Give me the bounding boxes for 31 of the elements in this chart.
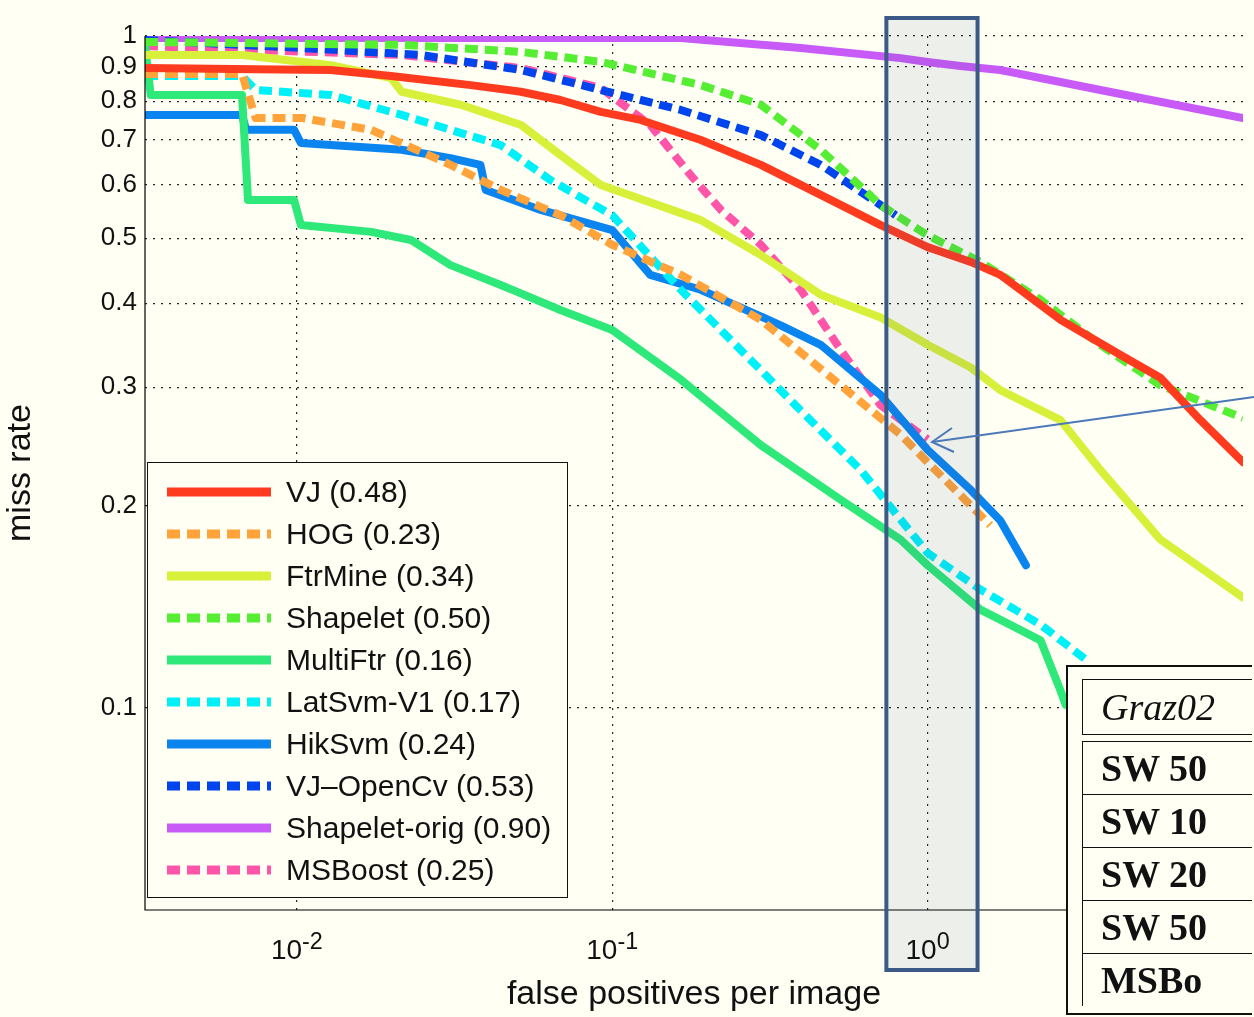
- x-tick-label: 10$^{0}$: [904, 928, 951, 967]
- y-tick-label: 0.8: [100, 84, 137, 115]
- legend-label: MultiFtr (0.16): [286, 643, 473, 677]
- x-tick-label: 10$^{-1}$: [585, 928, 640, 967]
- legend-label: MSBoost (0.25): [286, 853, 495, 887]
- y-tick-label: 0.1: [100, 690, 137, 721]
- y-tick-label: 0.2: [100, 488, 137, 519]
- y-tick-label: 1: [122, 19, 137, 50]
- y-tick-label: 0.6: [100, 168, 137, 199]
- y-tick-label: 0.3: [100, 370, 137, 401]
- annotation: Graz02: [1082, 679, 1252, 735]
- legend-label: FtrMine (0.34): [286, 559, 475, 593]
- y-axis-title: miss rate: [0, 404, 37, 542]
- legend-label: VJ–OpenCv (0.53): [286, 769, 535, 803]
- annotation: SW 50: [1082, 900, 1252, 953]
- y-tick-label: 0.5: [100, 221, 137, 252]
- annotation: SW 50: [1082, 741, 1252, 794]
- legend-label: LatSvm-V1 (0.17): [286, 685, 522, 719]
- annotation: SW 20: [1082, 847, 1252, 900]
- x-tick-label: 10$^{-2}$: [269, 928, 324, 967]
- legend-label: Shapelet-orig (0.90): [286, 811, 552, 845]
- legend-label: HikSvm (0.24): [286, 727, 477, 761]
- y-tick-label: 0.4: [100, 286, 137, 317]
- y-tick-label: 0.7: [100, 123, 137, 154]
- legend-label: Shapelet (0.50): [286, 601, 492, 635]
- legend-label: HOG (0.23): [286, 517, 442, 551]
- y-tick-label: 0.9: [100, 49, 137, 80]
- x-axis-title: false positives per image: [506, 972, 882, 1011]
- annotation: SW 10: [1082, 794, 1252, 847]
- legend-label: VJ (0.48): [286, 475, 408, 509]
- text: MSBo: [1082, 953, 1252, 1006]
